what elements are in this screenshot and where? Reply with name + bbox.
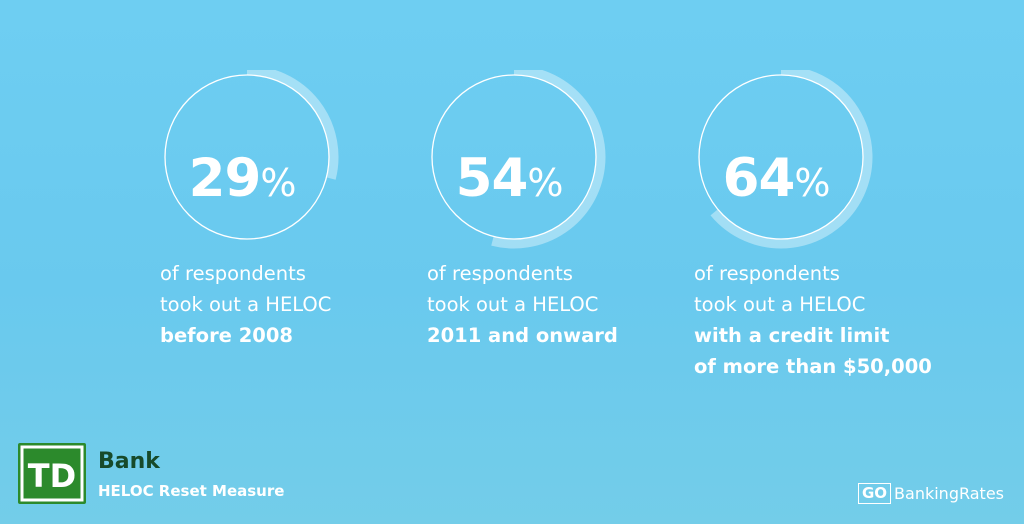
donut-chart-0 [164,70,339,240]
percent-label: 64% [694,148,859,209]
caption-line: of respondents [427,262,573,285]
percent-label: 54% [427,148,592,209]
donut-ring [164,74,330,240]
donut-arc [710,70,873,249]
td-logo-text: TD [28,457,76,495]
caption-highlight: of more than $50,000 [694,355,932,378]
donut-arc [491,70,606,249]
caption-highlight: with a credit limit [694,324,890,347]
donut-arc [246,70,339,180]
caption-highlight: 2011 and onward [427,324,618,347]
brand-subtitle: HELOC Reset Measure [98,482,285,500]
percent-sign: % [794,161,831,205]
percent-sign: % [260,161,297,205]
caption-line: of respondents [694,262,840,285]
td-logo-mark: TD [20,445,84,502]
caption-highlight: before 2008 [160,324,293,347]
donut-ring [698,74,864,240]
caption-line: took out a HELOC [160,293,332,316]
caption-line: took out a HELOC [427,293,599,316]
gobankingrates-logo: GO BankingRates [857,483,1004,504]
caption-line: took out a HELOC [694,293,866,316]
percent-label: 29% [160,148,325,209]
donut-chart-2 [698,70,873,249]
donut-ring [431,74,597,240]
percent-number: 54 [455,148,529,209]
caption: of respondents took out a HELOC before 200… [160,258,331,351]
percent-sign: % [527,161,564,205]
go-box: GO [857,483,892,504]
td-logo: TD [18,443,86,504]
caption: of respondents took out a HELOC with a cre… [694,258,932,382]
percent-number: 29 [188,148,262,209]
bankingrates-text: BankingRates [894,484,1004,503]
brand-name: Bank [98,449,160,474]
caption-line: of respondents [160,262,306,285]
donut-chart-1 [431,70,606,249]
percent-number: 64 [722,148,796,209]
caption: of respondents took out a HELOC 2011 and o… [427,258,618,351]
